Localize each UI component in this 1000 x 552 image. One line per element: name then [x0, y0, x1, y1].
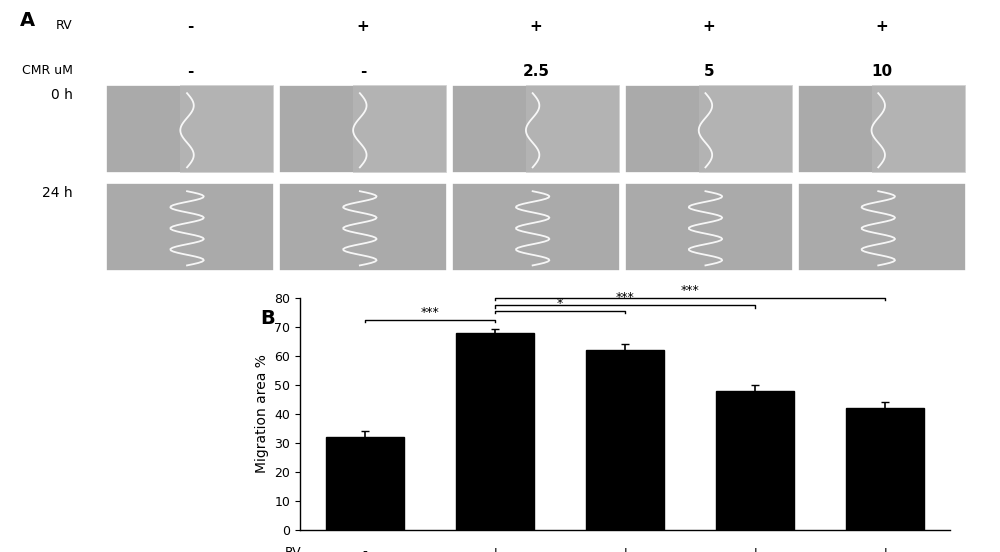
Text: RV: RV — [56, 19, 73, 32]
Text: 10: 10 — [871, 64, 892, 79]
Bar — [526, 85, 620, 173]
Text: +: + — [749, 546, 761, 552]
Text: *: * — [557, 297, 563, 310]
Text: ***: *** — [616, 291, 634, 305]
Text: ***: *** — [421, 306, 439, 319]
Text: -: - — [363, 546, 367, 552]
Bar — [279, 85, 447, 173]
Bar — [699, 85, 793, 173]
Bar — [452, 183, 620, 270]
Text: +: + — [875, 19, 888, 34]
Text: +: + — [879, 546, 891, 552]
Text: -: - — [360, 64, 366, 79]
Text: 2.5: 2.5 — [522, 64, 550, 79]
Text: +: + — [619, 546, 631, 552]
Bar — [872, 85, 966, 173]
Bar — [846, 408, 924, 530]
Text: ***: *** — [681, 284, 699, 297]
Text: +: + — [702, 19, 715, 34]
Bar — [798, 85, 966, 173]
Bar — [106, 85, 274, 173]
Bar — [106, 183, 274, 270]
Y-axis label: Migration area %: Migration area % — [255, 354, 269, 474]
Bar — [625, 85, 793, 173]
Text: 0 h: 0 h — [51, 88, 73, 102]
Bar — [586, 351, 664, 530]
Text: +: + — [489, 546, 501, 552]
Bar — [798, 183, 966, 270]
Bar — [279, 183, 447, 270]
Bar — [452, 85, 620, 173]
Text: -: - — [187, 64, 194, 79]
Text: +: + — [357, 19, 370, 34]
Text: -: - — [187, 19, 194, 34]
Text: A: A — [20, 11, 35, 30]
Text: B: B — [260, 309, 275, 328]
Bar — [456, 333, 534, 530]
Bar — [716, 391, 794, 530]
Text: 5: 5 — [703, 64, 714, 79]
Text: 24 h: 24 h — [42, 186, 73, 200]
Bar — [353, 85, 447, 173]
Bar — [180, 85, 274, 173]
Text: RV: RV — [284, 546, 301, 552]
Text: CMR uM: CMR uM — [22, 64, 73, 77]
Bar — [625, 183, 793, 270]
Text: +: + — [530, 19, 542, 34]
Bar — [326, 437, 404, 530]
